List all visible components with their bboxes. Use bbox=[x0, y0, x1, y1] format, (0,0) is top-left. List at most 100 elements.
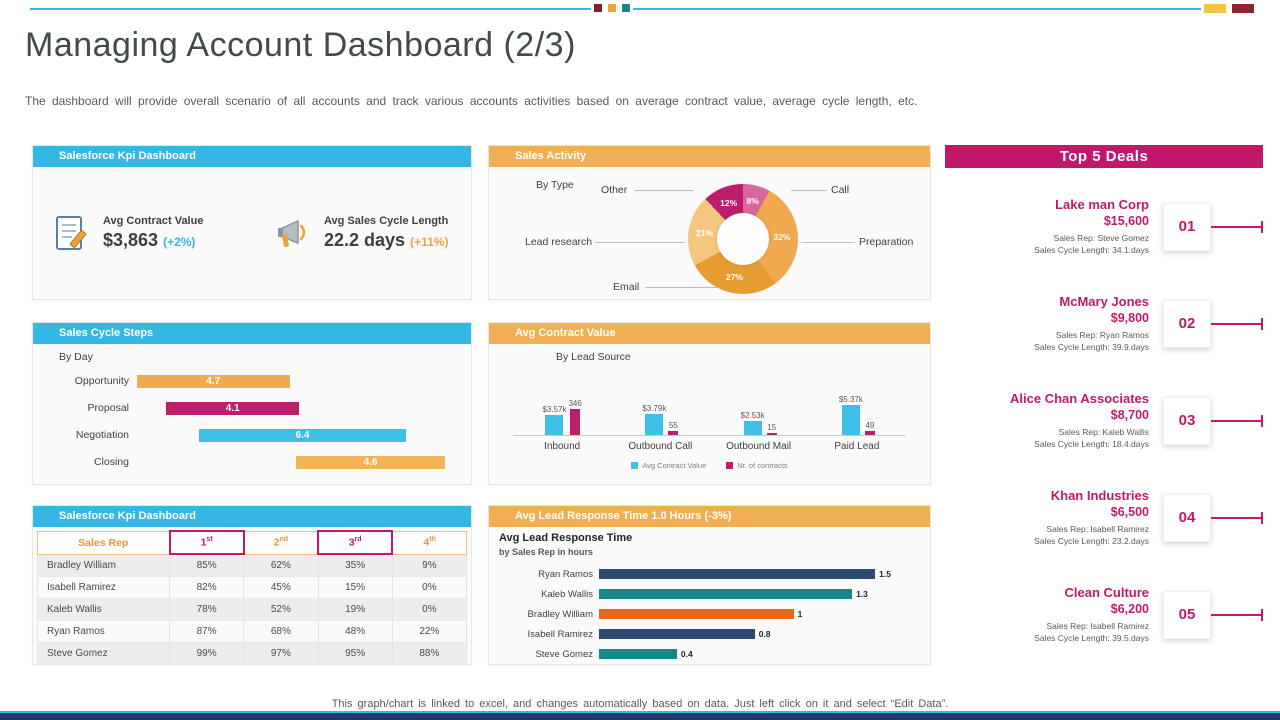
slice-label-lead-research: Lead research bbox=[525, 236, 593, 248]
category-label: Steve Gomez bbox=[535, 648, 593, 660]
slice-percent-label: 27% bbox=[725, 272, 743, 283]
bar-value-label: 15 bbox=[767, 423, 777, 432]
deal-company: Clean Culture bbox=[1064, 585, 1149, 600]
response-time-bar bbox=[599, 589, 853, 599]
lead-response-chart: Ryan Ramos 1.5 Kaleb Wallis 1.3 Bradley … bbox=[495, 564, 920, 664]
bar-value-label: 49 bbox=[865, 421, 875, 431]
category-label: Opportunity bbox=[74, 375, 129, 387]
page-title: Managing Account Dashboard (2/3) bbox=[25, 26, 576, 64]
cell-sales-rep: Kaleb Wallis bbox=[37, 598, 170, 621]
top-deals-panel: Top 5 Deals Lake man Corp $15,600 Sales … bbox=[945, 145, 1263, 667]
avg-contract-value-panel: Avg Contract Value By Lead Source $3.57k… bbox=[488, 322, 931, 485]
deal-item: Lake man Corp $15,600 Sales Rep: Steve G… bbox=[945, 178, 1263, 275]
deal-value: $6,500 bbox=[1110, 505, 1149, 519]
gantt-row: Proposal 4.1 bbox=[45, 398, 455, 418]
deal-rank-badge: 02 bbox=[1163, 299, 1211, 348]
contracts-count-bar bbox=[766, 433, 777, 435]
deal-cycle-length: Sales Cycle Length: 34.1.days bbox=[1034, 245, 1149, 255]
cell-value: 87% bbox=[169, 620, 245, 643]
deal-sales-rep: Sales Rep: Kaleb Wallis bbox=[1058, 427, 1149, 437]
gantt-bar: 4.7 bbox=[137, 374, 290, 388]
category-label: Proposal bbox=[87, 402, 129, 414]
bar-group: $3.79k 55 Outbound Call bbox=[611, 363, 710, 452]
category-label: Bradley William bbox=[527, 608, 593, 620]
hbar-row: Isabell Ramirez 0.8 bbox=[495, 624, 920, 644]
chart-subtitle: By Day bbox=[59, 351, 93, 363]
chart-subtitle: by Sales Rep in hours bbox=[499, 547, 594, 557]
cell-value: 0% bbox=[392, 576, 468, 599]
footer-note: This graph/chart is linked to excel, and… bbox=[331, 698, 949, 710]
legend-item: Avg Contract Value bbox=[631, 461, 706, 470]
deal-item: McMary Jones $9,800 Sales Rep: Ryan Ramo… bbox=[945, 275, 1263, 372]
bar-value-label: 1.3 bbox=[856, 589, 868, 599]
ornament-square bbox=[605, 1, 619, 15]
bottom-bar bbox=[0, 713, 1280, 720]
gantt-track: 4.1 bbox=[137, 401, 455, 415]
response-time-bar bbox=[599, 569, 876, 579]
bar-value-label: 1 bbox=[797, 609, 803, 619]
deal-connector-line bbox=[1211, 608, 1263, 621]
legend-swatch bbox=[631, 462, 639, 469]
top-right-ornaments bbox=[1201, 1, 1257, 16]
lead-response-panel: Avg Lead Response Time 1.0 Hours (-3%) A… bbox=[488, 505, 931, 665]
deal-rank-badge: 05 bbox=[1163, 590, 1211, 639]
top-center-ornaments bbox=[591, 1, 633, 15]
slice-percent-label: 12% bbox=[720, 197, 738, 208]
kpi-number: 22.2 days bbox=[324, 230, 406, 250]
chart-legend: Avg Contract Value Nr. of contracts bbox=[489, 461, 930, 470]
kpi-summary-panel: Salesforce Kpi Dashboard Avg Contract Va… bbox=[32, 145, 472, 300]
sales-cycle-steps-title: Sales Cycle Steps bbox=[33, 323, 471, 344]
bar-group: $3.57k 346 Inbound bbox=[513, 363, 612, 452]
gantt-bar: 4.1 bbox=[166, 401, 300, 415]
deal-cycle-length: Sales Cycle Length: 39.9.days bbox=[1034, 342, 1149, 352]
sales-cycle-steps-chart: Opportunity 4.7 Proposal 4.1 Negotiation… bbox=[45, 371, 455, 472]
top-accent-line bbox=[30, 8, 1250, 10]
contracts-count-bar bbox=[570, 409, 581, 435]
slice-label-preparation: Preparation bbox=[859, 236, 914, 248]
leader-line bbox=[635, 190, 693, 191]
kpi-avg-sales-cycle-length: Avg Sales Cycle Length 22.2 days (+11%) bbox=[272, 213, 457, 253]
kpi-avg-contract-value: Avg Contract Value $3,863 (+2%) bbox=[51, 213, 236, 253]
hbar-row: Ryan Ramos 1.5 bbox=[495, 564, 920, 584]
column-header: 3rd bbox=[316, 530, 394, 555]
cell-value: 22% bbox=[392, 620, 468, 643]
slice-label-email: Email bbox=[613, 281, 640, 293]
contract-value-bar bbox=[841, 405, 860, 435]
cell-sales-rep: Bradley William bbox=[37, 554, 170, 577]
deal-connector-line bbox=[1211, 317, 1263, 330]
cell-value: 48% bbox=[318, 620, 393, 643]
cell-value: 19% bbox=[318, 598, 393, 621]
avg-contract-value-title: Avg Contract Value bbox=[489, 323, 930, 344]
cell-value: 45% bbox=[243, 576, 319, 599]
cell-value: 68% bbox=[243, 620, 319, 643]
chart-subtitle: By Lead Source bbox=[556, 351, 631, 363]
deal-connector-line bbox=[1211, 220, 1263, 233]
gantt-bar: 6.4 bbox=[198, 428, 407, 442]
slice-percent-label: 32% bbox=[773, 231, 791, 242]
category-label: Outbound Mail bbox=[726, 441, 792, 452]
kpi-summary-panel-title: Salesforce Kpi Dashboard bbox=[33, 146, 471, 167]
cell-sales-rep: Ryan Ramos bbox=[37, 620, 170, 643]
gantt-row: Closing 4.6 bbox=[45, 452, 455, 472]
lead-response-title: Avg Lead Response Time 1.0 Hours (-3%) bbox=[489, 506, 930, 527]
chart-subtitle: By Type bbox=[536, 179, 574, 191]
cell-sales-rep: Isabell Ramirez bbox=[37, 576, 170, 599]
sales-activity-panel: Sales Activity By Type 8% 32% 27% 21% 12% Ot… bbox=[488, 145, 931, 300]
category-label: Inbound bbox=[544, 441, 581, 452]
category-label: Closing bbox=[93, 456, 129, 468]
deal-rank-badge: 01 bbox=[1163, 202, 1211, 251]
deal-connector-line bbox=[1211, 414, 1263, 427]
megaphone-icon bbox=[272, 213, 312, 253]
category-label: Ryan Ramos bbox=[538, 568, 593, 580]
top-deals-title: Top 5 Deals bbox=[945, 145, 1263, 168]
cell-value: 97% bbox=[243, 642, 319, 665]
bar-group: $2.53k 15 Outbound Mail bbox=[709, 363, 808, 452]
legend-label: Nr. of contracts bbox=[737, 461, 788, 470]
deal-value: $8,700 bbox=[1110, 408, 1149, 422]
slice-percent-label: 21% bbox=[695, 227, 713, 238]
slice-label-call: Call bbox=[831, 184, 850, 196]
cell-value: 9% bbox=[392, 554, 468, 577]
leader-line bbox=[791, 190, 827, 191]
bar-value-label: $5.37k bbox=[838, 395, 863, 404]
